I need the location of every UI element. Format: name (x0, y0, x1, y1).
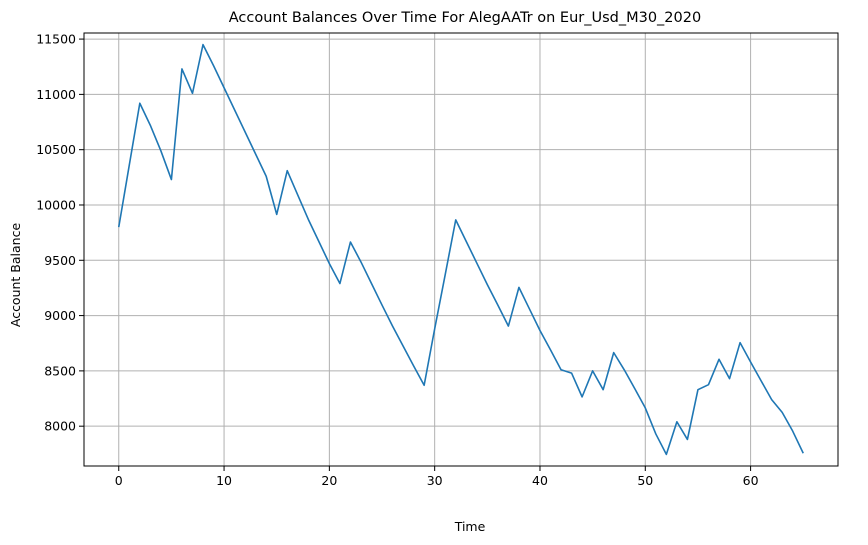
data-point (213, 65, 215, 67)
data-point (529, 308, 531, 310)
data-point (739, 342, 741, 344)
y-tick-label: 9000 (44, 308, 76, 323)
plot-frame (83, 32, 839, 467)
data-point (729, 378, 731, 380)
data-point (613, 352, 615, 354)
x-tick-label: 10 (216, 473, 232, 488)
y-tick-label: 11500 (36, 32, 76, 47)
data-point (550, 349, 552, 351)
data-point (255, 153, 257, 155)
data-point (234, 109, 236, 111)
data-point (329, 263, 331, 265)
data-point (497, 304, 499, 306)
data-point (276, 214, 278, 216)
y-tick-label: 11000 (36, 87, 76, 102)
data-point (265, 175, 267, 177)
x-tick-label: 20 (321, 473, 337, 488)
data-point (297, 194, 299, 196)
balance-series-line (117, 43, 804, 456)
data-point (392, 325, 394, 327)
data-point (360, 261, 362, 263)
data-point (423, 384, 425, 386)
data-point (150, 125, 152, 127)
data-point (802, 452, 804, 454)
data-point (655, 433, 657, 435)
x-axis-ticks: 0 10 20 30 40 50 60 (115, 466, 759, 488)
data-point (286, 170, 288, 172)
data-point (413, 365, 415, 367)
data-point (666, 454, 668, 456)
data-point (760, 380, 762, 382)
data-point (244, 131, 246, 133)
data-point (181, 68, 183, 70)
data-point (118, 226, 120, 228)
data-point (434, 328, 436, 330)
data-point (634, 388, 636, 390)
chart-title: Account Balances Over Time For AlegAATr … (229, 10, 701, 26)
x-tick-label: 50 (637, 473, 653, 488)
y-tick-label: 9500 (44, 253, 76, 268)
y-axis-label: Account Balance (8, 223, 23, 328)
data-point (318, 241, 320, 243)
data-point (560, 369, 562, 371)
x-tick-label: 0 (115, 473, 123, 488)
series-group (117, 43, 804, 456)
data-point (192, 92, 194, 94)
y-tick-label: 10500 (36, 142, 76, 157)
data-point (581, 396, 583, 398)
data-point (171, 179, 173, 181)
y-axis-ticks: 8000 8500 9000 9500 10000 10500 11000 11500 (36, 32, 84, 434)
data-point (708, 384, 710, 386)
data-point (402, 345, 404, 347)
data-point (476, 262, 478, 264)
data-point (644, 407, 646, 409)
data-point (350, 241, 352, 243)
data-point (750, 361, 752, 363)
x-tick-label: 40 (532, 473, 548, 488)
y-tick-label: 8000 (44, 419, 76, 434)
data-point (455, 219, 457, 221)
x-axis-label: Time (454, 519, 486, 534)
data-point (718, 358, 720, 360)
data-point (487, 284, 489, 286)
data-point (592, 370, 594, 372)
data-point (371, 283, 373, 285)
data-point (160, 150, 162, 152)
data-point (687, 439, 689, 441)
data-point (539, 330, 541, 332)
data-point (202, 44, 204, 46)
data-point (308, 219, 310, 221)
data-point (465, 241, 467, 243)
data-point (571, 372, 573, 374)
data-point (623, 369, 625, 371)
data-point (223, 87, 225, 89)
data-point (139, 102, 141, 104)
x-tick-label: 60 (743, 473, 759, 488)
data-point (792, 430, 794, 432)
data-point (518, 287, 520, 289)
data-point (339, 283, 341, 285)
data-point (602, 389, 604, 391)
y-tick-label: 10000 (36, 197, 76, 212)
grid-lines (84, 33, 838, 466)
data-point (781, 412, 783, 414)
data-point (508, 325, 510, 327)
data-point (697, 389, 699, 391)
data-point (444, 274, 446, 276)
data-point (128, 164, 130, 166)
data-point (771, 399, 773, 401)
y-tick-label: 8500 (44, 363, 76, 378)
x-tick-label: 30 (427, 473, 443, 488)
data-point (381, 304, 383, 306)
data-point (676, 421, 678, 423)
